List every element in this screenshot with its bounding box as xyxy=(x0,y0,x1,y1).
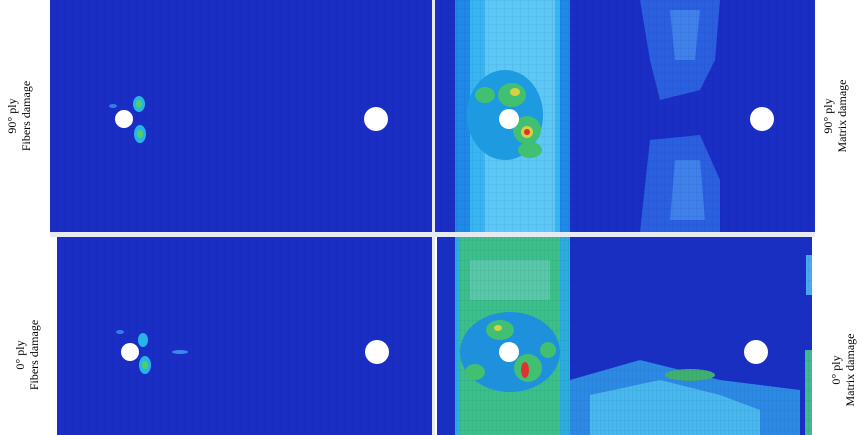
ply-label: 0° ply xyxy=(13,340,27,369)
ply-label: 90° ply xyxy=(5,98,19,133)
ply-label: 0° ply xyxy=(829,355,843,384)
panel-90-matrix xyxy=(435,0,815,232)
ply-label: 90° ply xyxy=(821,98,835,133)
divider xyxy=(50,232,815,237)
divider xyxy=(432,0,435,435)
damage-label: Fibers damage xyxy=(27,320,41,390)
label-group: 0° ply Matrix damage xyxy=(829,334,857,407)
damage-label: Matrix damage xyxy=(835,80,849,153)
figure: 90° ply Fibers damage 90° ply Matrix dam… xyxy=(0,0,862,435)
damage-label: Fibers damage xyxy=(19,81,33,151)
panel-0-matrix xyxy=(437,237,812,435)
panel-0-fibers xyxy=(57,237,432,435)
label-group: 90° ply Fibers damage xyxy=(5,81,33,151)
label-group: 90° ply Matrix damage xyxy=(821,80,849,153)
label-group: 0° ply Fibers damage xyxy=(13,320,41,390)
damage-label: Matrix damage xyxy=(843,334,857,407)
panel-90-fibers xyxy=(50,0,432,232)
